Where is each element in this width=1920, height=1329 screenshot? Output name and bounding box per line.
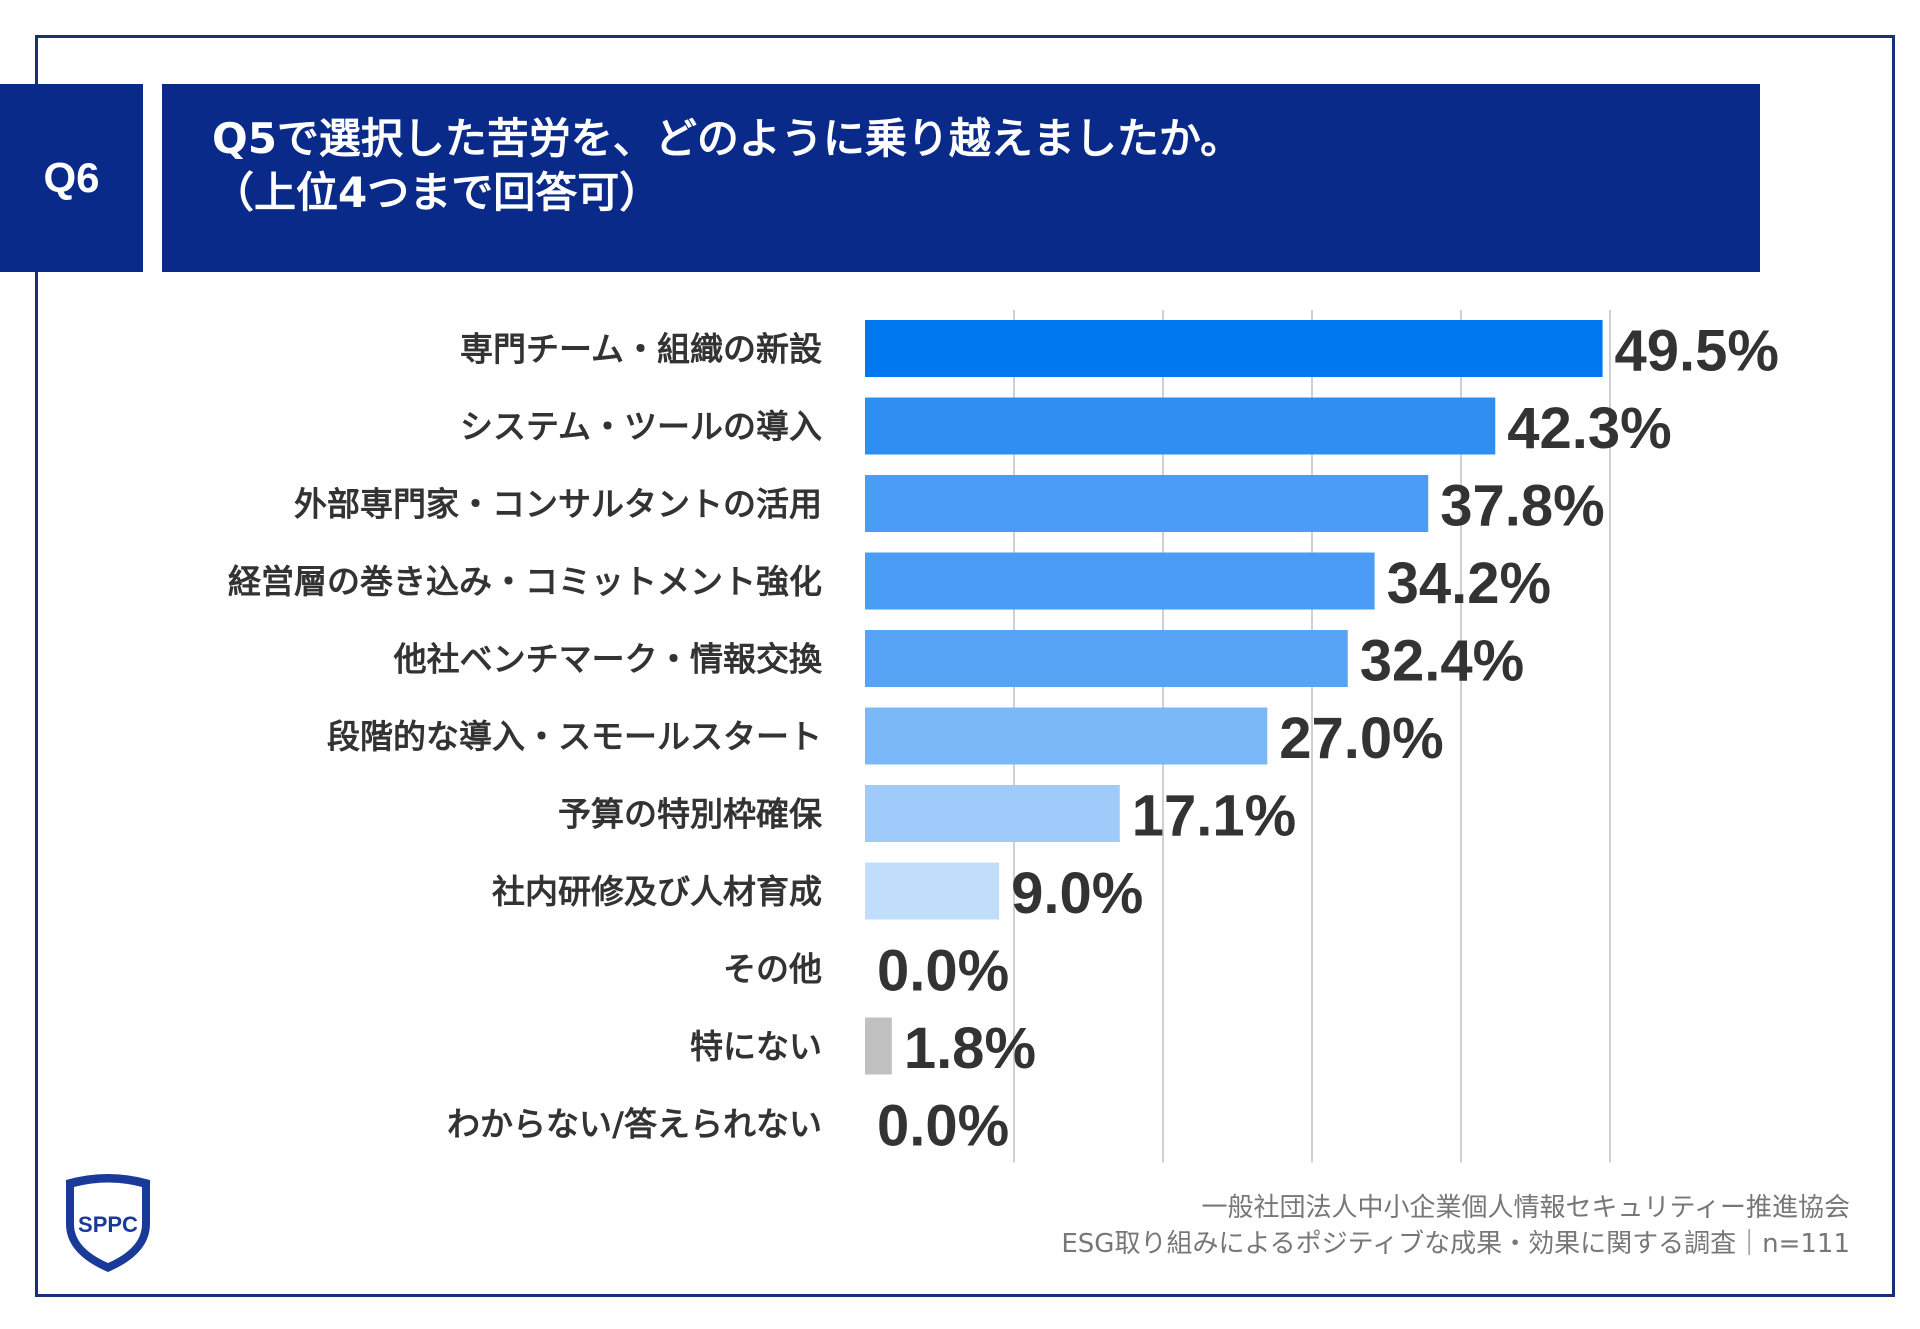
category-label: 他社ベンチマーク・情報交換 [393,640,823,679]
bar [865,630,1348,687]
data-label: 0.0% [877,939,1009,1004]
category-label: 外部専門家・コンサルタントの活用 [294,485,822,524]
data-label: 9.0% [1011,861,1143,926]
data-label: 27.0% [1279,706,1443,771]
question-title-line2: （上位4つまで回答可） [212,168,662,217]
bar [865,475,1429,532]
data-label: 1.8% [904,1016,1036,1081]
sppc-shield-logo-icon: SPPC [66,1174,150,1272]
logo-text: SPPC [78,1212,138,1237]
question-title-line1: Q5で選択した苦労を、どのように乗り越えましたか。 [212,114,1243,163]
data-label: 49.5% [1615,319,1779,384]
footer-source: 一般社団法人中小企業個人情報セキュリティー推進協会 ESG取り組みによるポジティ… [1061,1190,1850,1262]
bar [865,862,1000,920]
category-label: 特にない [690,1027,822,1066]
bar [865,397,1496,455]
data-label: 34.2% [1387,551,1551,616]
category-label: わからない/答えられない [447,1105,822,1144]
data-label: 37.8% [1440,474,1604,539]
footer-survey-info: ESG取り組みによるポジティブな成果・効果に関する調査｜n=111 [1061,1229,1850,1259]
bar [865,785,1120,842]
data-label: 42.3% [1507,396,1671,461]
data-label: 0.0% [877,1094,1009,1159]
data-label: 17.1% [1132,784,1296,849]
bar [865,320,1603,377]
question-title-box: Q5で選択した苦労を、どのように乗り越えましたか。 （上位4つまで回答可） [162,84,1760,272]
question-number-badge: Q6 [0,84,143,272]
outer-frame [35,35,1895,1297]
bar [865,707,1268,765]
data-label: 32.4% [1360,629,1524,694]
category-label: 社内研修及び人材育成 [492,872,822,911]
category-label: 予算の特別枠確保 [558,795,823,834]
bar [865,552,1375,610]
category-label: 段階的な導入・スモールスタート [327,717,822,756]
bar [865,1017,892,1075]
footer-organization: 一般社団法人中小企業個人情報セキュリティー推進協会 [1201,1193,1850,1223]
category-label: システム・ツールの導入 [460,407,822,446]
category-label: 専門チーム・組織の新設 [460,330,822,369]
category-label: 経営層の巻き込み・コミットメント強化 [228,562,822,601]
category-label: その他 [723,950,822,989]
